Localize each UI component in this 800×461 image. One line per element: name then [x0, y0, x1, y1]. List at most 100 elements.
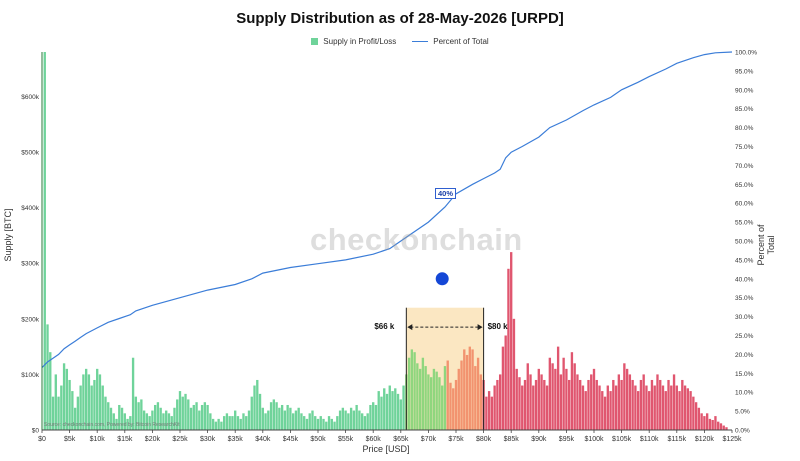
supply-bar	[68, 379, 71, 430]
supply-bar	[206, 404, 209, 430]
supply-bar	[692, 396, 695, 430]
supply-bar	[581, 385, 585, 430]
supply-bar	[62, 363, 66, 430]
supply-bar	[336, 416, 339, 430]
supply-bar	[308, 413, 311, 430]
y2-tick-label: 35.0%	[735, 295, 754, 302]
supply-bar	[380, 396, 383, 430]
supply-bar	[333, 421, 336, 430]
x-tick-label: $85k	[504, 436, 520, 443]
supply-bar	[269, 402, 273, 430]
supply-bar	[606, 385, 609, 430]
chart-title: Supply Distribution as of 28-May-2026 [U…	[236, 10, 564, 27]
supply-bar	[267, 410, 270, 430]
supply-bar	[719, 423, 723, 430]
supply-bar	[388, 385, 391, 430]
supply-bar	[521, 385, 524, 430]
supply-bar	[396, 393, 400, 430]
supply-bar	[614, 385, 618, 430]
supply-bar	[556, 346, 560, 430]
supply-bar	[711, 419, 714, 430]
y-tick-label: $0	[32, 428, 40, 435]
supply-bar	[112, 413, 115, 430]
supply-bar	[667, 379, 670, 430]
supply-bar	[717, 421, 720, 430]
supply-bar	[554, 368, 557, 430]
supply-bar	[109, 407, 113, 430]
supply-bar	[352, 410, 356, 430]
legend-label-percent: Percent of Total	[433, 37, 489, 46]
supply-bar	[418, 368, 422, 430]
supply-bar	[162, 413, 165, 430]
supply-bar	[280, 404, 284, 430]
supply-bar	[523, 379, 527, 430]
supply-bar	[275, 402, 278, 430]
supply-bar	[76, 396, 80, 430]
supply-bar	[222, 416, 226, 430]
supply-bar	[540, 374, 543, 430]
y2-tick-label: 75.0%	[735, 144, 754, 151]
supply-bar	[344, 410, 347, 430]
legend-item-supply[interactable]: Supply in Profit/Loss	[311, 37, 396, 46]
x-tick-label: $100k	[584, 436, 604, 443]
chart-legend: Supply in Profit/Loss Percent of Total	[0, 37, 800, 46]
x-tick-label: $80k	[476, 436, 492, 443]
supply-bar	[153, 404, 157, 430]
supply-bar	[628, 374, 632, 430]
supply-bar	[457, 368, 460, 430]
supply-bar	[225, 413, 229, 430]
supply-bar	[399, 399, 402, 430]
supply-bar	[84, 368, 88, 430]
supply-bar	[612, 379, 615, 430]
supply-bar	[355, 404, 358, 430]
supply-bar	[51, 396, 55, 430]
supply-bar	[156, 402, 160, 430]
supply-bar	[203, 402, 207, 430]
supply-bar	[291, 413, 295, 430]
supply-bar	[385, 393, 389, 430]
y2-tick-label: 5.0%	[735, 409, 750, 416]
supply-bar	[565, 368, 568, 430]
supply-bar	[659, 379, 662, 430]
supply-bar	[460, 360, 463, 430]
supply-bar	[576, 374, 579, 430]
supply-bar	[603, 396, 607, 430]
supply-bar	[245, 416, 248, 430]
supply-bar	[394, 388, 397, 430]
x-tick-label: $0	[38, 436, 46, 443]
supply-bar	[650, 379, 654, 430]
supply-bar	[697, 407, 701, 430]
supply-bar	[159, 407, 162, 430]
supply-bar	[601, 391, 604, 430]
supply-bar	[60, 385, 63, 430]
supply-bar	[463, 349, 466, 430]
legend-item-percent[interactable]: Percent of Total	[412, 37, 489, 46]
legend-swatch-bar	[311, 38, 319, 45]
x-tick-label: $40k	[255, 436, 271, 443]
supply-bar	[181, 396, 184, 430]
supply-bar	[595, 379, 598, 430]
supply-bar	[441, 385, 444, 430]
supply-bar	[515, 368, 518, 430]
supply-bar	[349, 407, 353, 430]
supply-bar	[714, 416, 717, 430]
supply-bar	[532, 385, 535, 430]
supply-bar	[98, 374, 102, 430]
supply-bar	[173, 407, 176, 430]
supply-bar	[167, 413, 171, 430]
supply-bar	[413, 352, 416, 430]
supply-bar	[570, 352, 574, 430]
range-high-label: $80 k	[487, 322, 508, 332]
legend-swatch-line	[412, 41, 429, 42]
supply-bar	[590, 374, 593, 430]
supply-bar	[623, 363, 626, 430]
supply-bar	[377, 391, 380, 430]
supply-bar	[316, 418, 320, 430]
supply-bar	[107, 402, 110, 430]
supply-bar	[584, 391, 587, 430]
supply-bar	[545, 385, 549, 430]
supply-bar	[134, 396, 138, 430]
supply-bar	[319, 416, 322, 430]
supply-bar	[131, 357, 135, 430]
supply-bar	[642, 374, 645, 430]
